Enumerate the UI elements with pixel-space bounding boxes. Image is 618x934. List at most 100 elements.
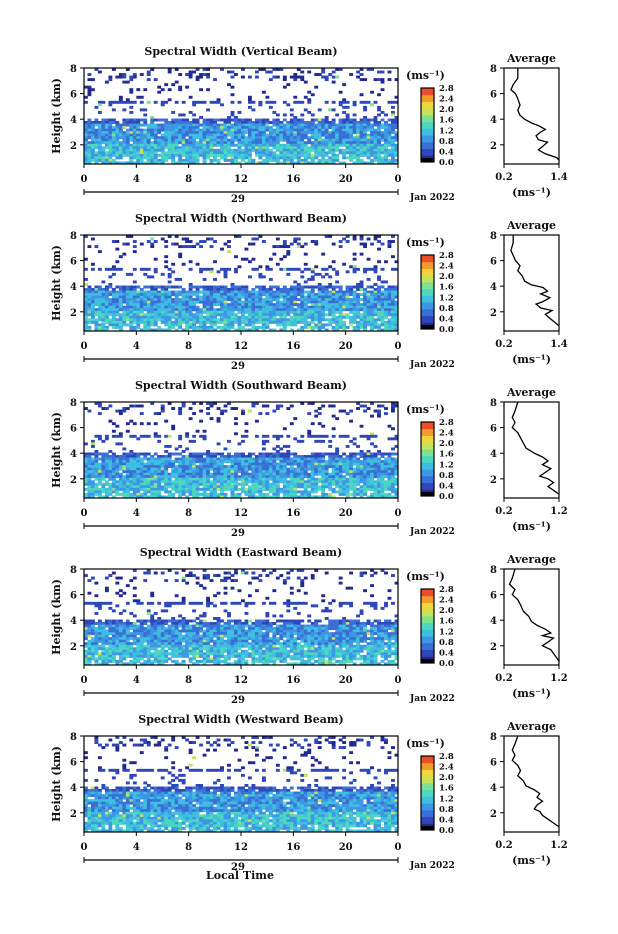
- heatmap-cell: [196, 316, 200, 319]
- heatmap-cell: [304, 129, 308, 132]
- heatmap-cell: [290, 473, 294, 476]
- heatmap-cell: [122, 101, 126, 104]
- heatmap-cell: [360, 313, 364, 316]
- heatmap-cell: [133, 73, 137, 76]
- heatmap-cell: [175, 151, 179, 154]
- heatmap-cell: [157, 313, 161, 316]
- heatmap-cell: [346, 139, 350, 142]
- heatmap-cell: [342, 139, 346, 142]
- heatmap-cell: [210, 493, 214, 496]
- heatmap-cell: [87, 473, 91, 476]
- heatmap-cell: [105, 159, 109, 162]
- heatmap-cell: [171, 286, 175, 289]
- heatmap-cell: [342, 306, 346, 309]
- heatmap-cell: [161, 146, 165, 149]
- heatmap-cell: [108, 306, 112, 309]
- heatmap-cell: [115, 488, 119, 491]
- heatmap-cell: [349, 286, 353, 289]
- heatmap-cell: [203, 490, 207, 493]
- heatmap-cell: [248, 139, 252, 142]
- heatmap-cell: [360, 134, 364, 137]
- heatmap-cell: [374, 119, 378, 122]
- heatmap-cell: [255, 490, 259, 493]
- average-x-tick-label: 0.2: [495, 172, 512, 183]
- heatmap-cell: [238, 321, 242, 324]
- heatmap-cell: [192, 440, 196, 443]
- heatmap-cell: [210, 146, 214, 149]
- heatmap-cell: [196, 308, 200, 311]
- heatmap-cell: [283, 308, 287, 311]
- heatmap-cell: [377, 136, 381, 139]
- heatmap-cell: [283, 119, 287, 122]
- heatmap-cell: [300, 151, 304, 154]
- heatmap-cell: [276, 119, 280, 122]
- heatmap-cell: [112, 311, 116, 314]
- heatmap-cell: [115, 458, 119, 461]
- heatmap-cell: [220, 318, 224, 321]
- heatmap-cell: [189, 306, 193, 309]
- heatmap-cell: [286, 124, 290, 127]
- heatmap-cell: [349, 316, 353, 319]
- heatmap-cell: [374, 136, 378, 139]
- heatmap-cell: [300, 124, 304, 127]
- heatmap-cell: [220, 306, 224, 309]
- heatmap-cell: [241, 303, 245, 306]
- heatmap-cell: [342, 313, 346, 316]
- heatmap-cell: [112, 288, 116, 291]
- heatmap-cell: [164, 139, 168, 142]
- heatmap-cell: [269, 321, 273, 324]
- heatmap-cell: [203, 154, 207, 157]
- heatmap-cell: [283, 78, 287, 81]
- heatmap-cell: [258, 460, 262, 463]
- heatmap-cell: [87, 149, 91, 152]
- heatmap-cell: [94, 470, 98, 473]
- heatmap-cell: [238, 301, 242, 304]
- heatmap-cell: [241, 490, 245, 493]
- heatmap-cell: [367, 291, 371, 294]
- heatmap-cell: [276, 463, 280, 466]
- heatmap-cell: [154, 134, 158, 137]
- heatmap-cell: [115, 455, 119, 458]
- heatmap-cell: [108, 321, 112, 324]
- heatmap-cell: [244, 478, 248, 481]
- heatmap-cell: [185, 435, 189, 438]
- heatmap-cell: [161, 238, 165, 241]
- heatmap-cell: [154, 286, 158, 289]
- heatmap-cell: [231, 470, 235, 473]
- heatmap-cell: [203, 149, 207, 152]
- heatmap-cell: [196, 76, 200, 79]
- heatmap-cell: [339, 126, 343, 129]
- heatmap-cell: [318, 288, 322, 291]
- heatmap-cell: [171, 301, 175, 304]
- heatmap-cell: [297, 321, 301, 324]
- heatmap-cell: [115, 308, 119, 311]
- heatmap-cell: [321, 253, 325, 256]
- heatmap-cell: [335, 470, 339, 473]
- heatmap-cell: [332, 76, 336, 79]
- heatmap-cell: [161, 460, 165, 463]
- heatmap-cell: [388, 119, 392, 122]
- heatmap-cell: [251, 323, 255, 326]
- heatmap-cell: [318, 159, 322, 162]
- heatmap-cell: [108, 144, 112, 147]
- heatmap-cell: [133, 460, 137, 463]
- heatmap-cell: [119, 435, 123, 438]
- heatmap-cell: [381, 144, 385, 147]
- heatmap-cell: [227, 154, 231, 157]
- heatmap-cell: [196, 318, 200, 321]
- heatmap-cell: [353, 303, 357, 306]
- heatmap-cell: [133, 311, 137, 314]
- date-day: 29: [231, 361, 245, 372]
- heatmap-cell: [185, 301, 189, 304]
- heatmap-cell: [122, 480, 126, 483]
- heatmap-cell: [168, 129, 172, 132]
- heatmap-cell: [290, 76, 294, 79]
- heatmap-cell: [206, 124, 210, 127]
- heatmap-cell: [206, 288, 210, 291]
- heatmap-cell: [87, 293, 91, 296]
- heatmap-cell: [363, 303, 367, 306]
- heatmap-cell: [321, 483, 325, 486]
- heatmap-cell: [272, 447, 276, 450]
- heatmap-cell: [175, 81, 179, 84]
- heatmap-cell: [363, 78, 367, 81]
